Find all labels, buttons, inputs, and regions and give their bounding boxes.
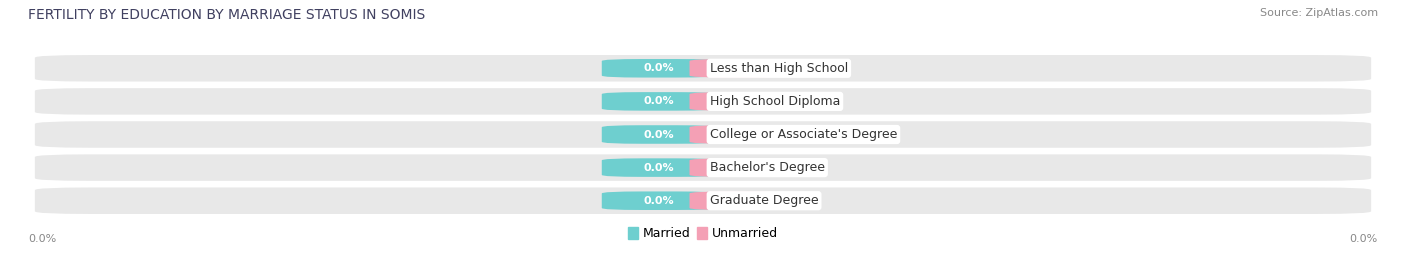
- FancyBboxPatch shape: [689, 92, 785, 111]
- FancyBboxPatch shape: [689, 59, 785, 77]
- Text: 0.0%: 0.0%: [721, 129, 752, 140]
- FancyBboxPatch shape: [602, 59, 717, 77]
- FancyBboxPatch shape: [689, 125, 785, 144]
- FancyBboxPatch shape: [602, 158, 717, 177]
- Text: Source: ZipAtlas.com: Source: ZipAtlas.com: [1260, 8, 1378, 18]
- Text: 0.0%: 0.0%: [644, 196, 675, 206]
- FancyBboxPatch shape: [602, 125, 717, 144]
- Text: Bachelor's Degree: Bachelor's Degree: [710, 161, 825, 174]
- Text: Graduate Degree: Graduate Degree: [710, 194, 818, 207]
- Text: 0.0%: 0.0%: [721, 63, 752, 73]
- FancyBboxPatch shape: [35, 187, 1371, 214]
- Text: 0.0%: 0.0%: [644, 129, 675, 140]
- Text: 0.0%: 0.0%: [721, 96, 752, 107]
- Text: 0.0%: 0.0%: [1350, 234, 1378, 244]
- Text: High School Diploma: High School Diploma: [710, 95, 841, 108]
- FancyBboxPatch shape: [35, 154, 1371, 181]
- FancyBboxPatch shape: [35, 88, 1371, 115]
- Text: 0.0%: 0.0%: [644, 63, 675, 73]
- FancyBboxPatch shape: [602, 92, 717, 111]
- Text: College or Associate's Degree: College or Associate's Degree: [710, 128, 897, 141]
- Text: 0.0%: 0.0%: [644, 96, 675, 107]
- Legend: Married, Unmarried: Married, Unmarried: [623, 222, 783, 245]
- FancyBboxPatch shape: [602, 192, 717, 210]
- Text: 0.0%: 0.0%: [721, 162, 752, 173]
- FancyBboxPatch shape: [689, 192, 785, 210]
- Text: FERTILITY BY EDUCATION BY MARRIAGE STATUS IN SOMIS: FERTILITY BY EDUCATION BY MARRIAGE STATU…: [28, 8, 426, 22]
- FancyBboxPatch shape: [35, 55, 1371, 82]
- Text: Less than High School: Less than High School: [710, 62, 848, 75]
- Text: 0.0%: 0.0%: [28, 234, 56, 244]
- Text: 0.0%: 0.0%: [721, 196, 752, 206]
- FancyBboxPatch shape: [35, 121, 1371, 148]
- Text: 0.0%: 0.0%: [644, 162, 675, 173]
- FancyBboxPatch shape: [689, 158, 785, 177]
